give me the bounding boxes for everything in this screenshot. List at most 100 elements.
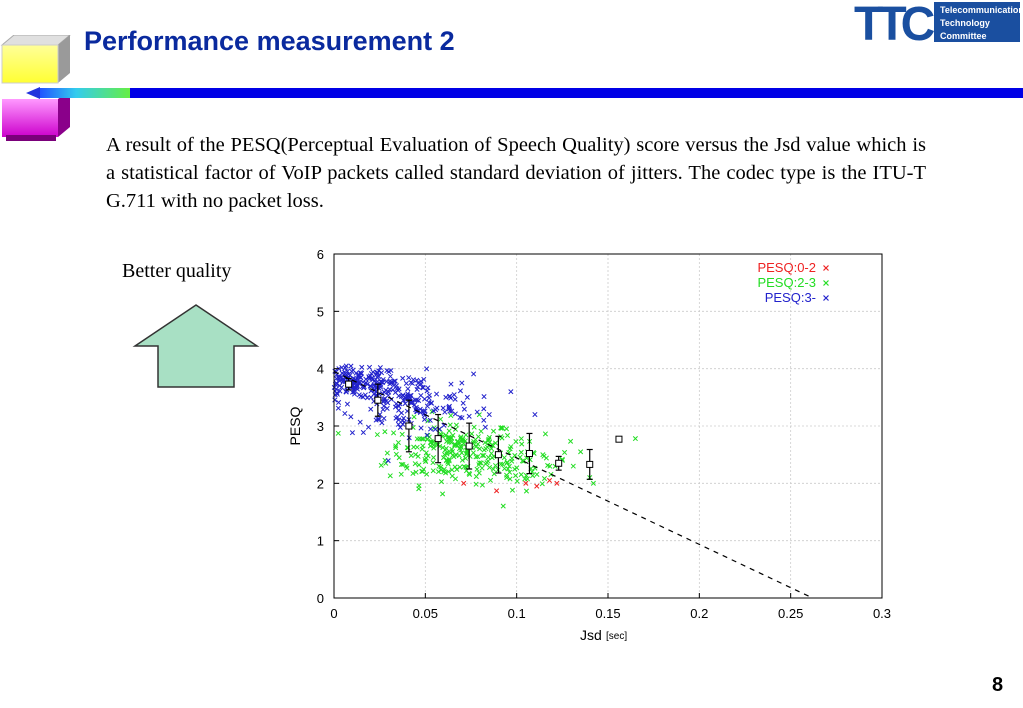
point-pesq-3-: [402, 394, 408, 401]
point-pesq-3-: [342, 410, 348, 417]
mean-point: [494, 451, 502, 459]
point-pesq-3-: [362, 392, 368, 398]
y-tick-label: 3: [317, 419, 324, 434]
point-pesq-2-3: [430, 454, 437, 461]
point-pesq-3-: [380, 399, 386, 405]
point-pesq-2-3: [545, 462, 551, 469]
point-pesq-3-: [392, 378, 398, 384]
point-pesq-3-: [385, 458, 391, 464]
point-pesq-3-: [368, 406, 374, 412]
point-pesq-2-3: [519, 458, 526, 464]
mean-point: [345, 380, 353, 388]
point-pesq-3-: [446, 406, 452, 412]
point-pesq-3-: [391, 382, 397, 388]
point-pesq-3-: [348, 414, 354, 420]
point-pesq-2-3: [462, 455, 469, 461]
point-pesq-2-3: [481, 452, 487, 459]
point-pesq-0-2: [546, 477, 553, 484]
header-rule: [26, 87, 1023, 99]
point-pesq-3-: [396, 417, 402, 423]
legend-label: PESQ:2-3: [757, 275, 816, 290]
point-pesq-3-: [335, 405, 341, 411]
point-pesq-0-2: [461, 480, 467, 486]
point-pesq-2-3: [454, 466, 460, 472]
point-pesq-3-: [353, 385, 359, 391]
point-pesq-2-3: [448, 439, 454, 445]
point-pesq-0-2: [494, 488, 500, 494]
point-pesq-2-3: [459, 450, 465, 456]
y-tick-label: 5: [317, 304, 324, 319]
point-pesq-2-3: [479, 452, 485, 458]
point-pesq-2-3: [562, 449, 568, 456]
point-pesq-2-3: [415, 453, 421, 459]
point-pesq-2-3: [590, 480, 596, 486]
point-pesq-2-3: [473, 481, 479, 487]
point-pesq-2-3: [419, 446, 425, 452]
point-pesq-2-3: [393, 451, 399, 457]
point-pesq-2-3: [445, 461, 451, 467]
point-pesq-3-: [421, 376, 427, 382]
point-pesq-3-: [448, 381, 454, 387]
x-tick-label: 0: [330, 606, 337, 621]
point-pesq-2-3: [498, 425, 504, 431]
point-pesq-2-3: [539, 481, 545, 487]
point-pesq-2-3: [500, 461, 506, 467]
description-paragraph: A result of the PESQ(Perceptual Evaluati…: [106, 134, 926, 212]
point-pesq-2-3: [423, 450, 429, 456]
point-pesq-3-: [409, 380, 415, 386]
point-pesq-3-: [461, 406, 467, 412]
x-tick-label: 0.15: [595, 606, 620, 621]
point-pesq-2-3: [578, 449, 584, 455]
point-pesq-2-3: [513, 438, 519, 445]
point-pesq-2-3: [398, 471, 404, 477]
point-pesq-3-: [351, 391, 358, 397]
point-pesq-3-: [532, 411, 538, 418]
point-pesq-2-3: [382, 429, 388, 435]
point-pesq-3-: [422, 396, 428, 402]
point-pesq-3-: [344, 368, 350, 374]
point-pesq-3-: [337, 388, 343, 394]
x-tick-label: 0.25: [778, 606, 803, 621]
point-pesq-2-3: [478, 428, 484, 434]
point-pesq-2-3: [534, 471, 540, 477]
point-pesq-2-3: [446, 428, 452, 434]
better-quality-label: Better quality: [122, 260, 232, 282]
point-pesq-3-: [358, 393, 364, 399]
point-pesq-2-3: [400, 461, 406, 468]
mean-point: [615, 435, 623, 443]
point-pesq-2-3: [452, 476, 459, 482]
trend-line: [333, 370, 813, 599]
point-pesq-2-3: [518, 436, 524, 442]
y-tick-label: 0: [317, 591, 324, 606]
pesq-scatter-chart: 0 0.05 0.1 0.15 0.2 0.25 0.3 0 1 2 3 4 5 6 PESQ Jsd […: [287, 247, 891, 643]
point-pesq-3-: [420, 408, 427, 414]
point-pesq-2-3: [455, 438, 461, 444]
mean-point: [465, 442, 473, 450]
point-pesq-3-: [405, 391, 411, 397]
point-pesq-3-: [349, 430, 355, 436]
point-pesq-2-3: [530, 473, 536, 479]
point-pesq-2-3: [505, 466, 511, 472]
point-pesq-3-: [385, 400, 391, 406]
point-pesq-2-3: [504, 432, 511, 439]
point-pesq-2-3: [479, 482, 485, 488]
point-pesq-3-: [352, 385, 358, 391]
point-pesq-2-3: [445, 469, 452, 475]
point-pesq-2-3: [632, 436, 638, 442]
point-pesq-3-: [376, 368, 382, 374]
point-pesq-3-: [387, 381, 393, 387]
point-pesq-2-3: [474, 466, 480, 472]
point-pesq-3-: [452, 411, 458, 417]
point-pesq-3-: [418, 381, 424, 387]
point-pesq-3-: [369, 375, 375, 381]
point-pesq-3-: [339, 370, 345, 376]
point-pesq-2-3: [391, 430, 397, 436]
point-pesq-2-3: [449, 448, 456, 455]
point-pesq-2-3: [527, 457, 533, 463]
point-pesq-2-3: [469, 431, 475, 437]
point-pesq-3-: [426, 395, 432, 401]
point-pesq-3-: [390, 387, 396, 393]
point-pesq-3-: [421, 416, 428, 423]
point-pesq-3-: [372, 386, 378, 392]
